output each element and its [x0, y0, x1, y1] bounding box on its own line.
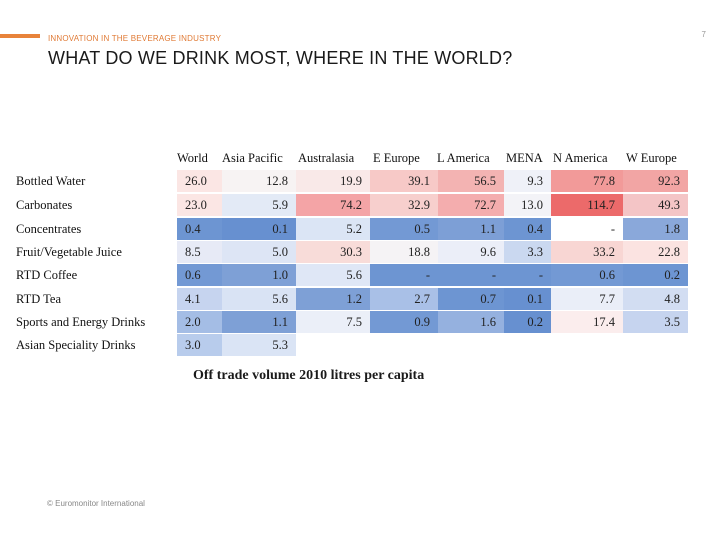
row-label: Carbonates — [16, 198, 73, 212]
row-label: Bottled Water — [16, 174, 86, 188]
heatmap-cell: 5.0 — [222, 241, 296, 263]
page-number: 7 — [701, 30, 706, 39]
row-label: Fruit/Vegetable Juice — [16, 245, 122, 259]
heatmap-cell: 49.3 — [623, 194, 688, 216]
column-header: L America — [437, 151, 490, 165]
heatmap-cell: 5.6 — [296, 264, 370, 286]
heatmap-cell: 33.2 — [551, 241, 623, 263]
row-label: Asian Speciality Drinks — [16, 338, 136, 352]
heatmap-cell: 74.2 — [296, 194, 370, 216]
heatmap-cell: 39.1 — [370, 170, 438, 192]
heatmap-cell: 0.4 — [504, 218, 551, 240]
heatmap-cell: 0.9 — [370, 311, 438, 333]
heatmap-cell: 9.6 — [438, 241, 504, 263]
heatmap-cell: 114.7 — [551, 194, 623, 216]
heatmap-cell: - — [551, 218, 623, 240]
heatmap-cell: 4.1 — [177, 288, 222, 310]
row-label: Concentrates — [16, 222, 82, 236]
heatmap-cell: 92.3 — [623, 170, 688, 192]
heatmap-cell: 1.6 — [438, 311, 504, 333]
heatmap-cell: 3.0 — [177, 334, 222, 356]
heatmap-cell: 0.7 — [438, 288, 504, 310]
heatmap-cell — [504, 334, 551, 356]
heatmap-cell: 5.6 — [222, 288, 296, 310]
heatmap-cell: 23.0 — [177, 194, 222, 216]
column-header: N America — [553, 151, 608, 165]
heatmap-cell: - — [504, 264, 551, 286]
heatmap-cell: 22.8 — [623, 241, 688, 263]
heatmap-cell: 5.3 — [222, 334, 296, 356]
row-label: RTD Tea — [16, 292, 62, 306]
column-header: Australasia — [298, 151, 355, 165]
heatmap-cell: 3.5 — [623, 311, 688, 333]
heatmap-cell: - — [370, 264, 438, 286]
heatmap-cell: 5.2 — [296, 218, 370, 240]
heatmap-cell: 0.2 — [504, 311, 551, 333]
heatmap-cell: 7.7 — [551, 288, 623, 310]
heatmap-cell: 0.4 — [177, 218, 222, 240]
section-kicker: INNOVATION IN THE BEVERAGE INDUSTRY — [48, 34, 222, 43]
heatmap-cell: 1.0 — [222, 264, 296, 286]
column-header: World — [177, 151, 208, 165]
heatmap-cell: 1.1 — [438, 218, 504, 240]
heatmap-cell: 0.1 — [504, 288, 551, 310]
heatmap-cell: 56.5 — [438, 170, 504, 192]
accent-bar — [0, 34, 40, 38]
heatmap-cell: 5.9 — [222, 194, 296, 216]
heatmap-cell: 1.1 — [222, 311, 296, 333]
heatmap-cell: 1.2 — [296, 288, 370, 310]
heatmap-cell — [438, 334, 504, 356]
heatmap-cell: 3.3 — [504, 241, 551, 263]
heatmap-cell: 13.0 — [504, 194, 551, 216]
heatmap-cell: 2.7 — [370, 288, 438, 310]
heatmap-cell — [623, 334, 688, 356]
heatmap-cell — [296, 334, 370, 356]
row-label: RTD Coffee — [16, 268, 78, 282]
heatmap-cell: 0.5 — [370, 218, 438, 240]
heatmap-cell: 30.3 — [296, 241, 370, 263]
heatmap-cell: 0.6 — [177, 264, 222, 286]
row-label: Sports and Energy Drinks — [16, 315, 146, 329]
heatmap-cell: 12.8 — [222, 170, 296, 192]
heatmap-cell: 18.8 — [370, 241, 438, 263]
heatmap-cell: - — [438, 264, 504, 286]
heatmap-cell: 19.9 — [296, 170, 370, 192]
slide-title: WHAT DO WE DRINK MOST, WHERE IN THE WORL… — [48, 48, 513, 68]
heatmap-cell: 9.3 — [504, 170, 551, 192]
heatmap-cell: 8.5 — [177, 241, 222, 263]
footer-copyright: © Euromonitor International — [47, 499, 145, 508]
heatmap-cell: 77.8 — [551, 170, 623, 192]
heatmap-cell: 0.1 — [222, 218, 296, 240]
chart-caption: Off trade volume 2010 litres per capita — [193, 368, 425, 383]
heatmap-cell: 72.7 — [438, 194, 504, 216]
heatmap-cell: 26.0 — [177, 170, 222, 192]
column-header: Asia Pacific — [222, 151, 283, 165]
heatmap-cell: 0.2 — [623, 264, 688, 286]
column-header: MENA — [506, 151, 543, 165]
heatmap-cell: 2.0 — [177, 311, 222, 333]
column-header: E Europe — [373, 151, 420, 165]
heatmap-cell — [370, 334, 438, 356]
heatmap-cell: 7.5 — [296, 311, 370, 333]
heatmap-cell: 1.8 — [623, 218, 688, 240]
heatmap-cell: 17.4 — [551, 311, 623, 333]
column-header: W Europe — [626, 151, 677, 165]
heatmap-cell — [551, 334, 623, 356]
heatmap-cell: 0.6 — [551, 264, 623, 286]
heatmap-cell: 4.8 — [623, 288, 688, 310]
heatmap-cell: 32.9 — [370, 194, 438, 216]
